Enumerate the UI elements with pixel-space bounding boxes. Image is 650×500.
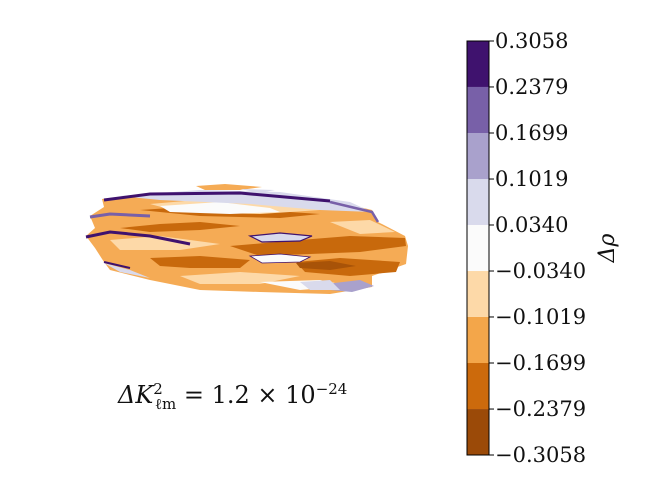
contour-edge-1	[103, 191, 331, 203]
annotation-exponent: −24	[315, 380, 348, 398]
colorbar-bin	[467, 224, 489, 272]
contour-lavender-4	[104, 263, 150, 278]
contour-dark-orange-4	[150, 256, 250, 268]
colorbar-tick-label: −0.1699	[495, 351, 586, 375]
annotation-text: ΔK2ℓm = 1.2 × 10−24	[118, 380, 347, 414]
contour-cream-2	[110, 236, 220, 250]
annotation-equals: = 1.2 × 10	[176, 381, 316, 409]
contour-edge-4	[329, 200, 380, 223]
colorbar-frame	[466, 40, 490, 456]
colorbar-bin	[467, 86, 489, 133]
colorbar-tick-label: 0.1019	[495, 167, 568, 191]
colorbar-bin	[467, 132, 489, 180]
colorbar: 0.3058 0.2379 0.1699 0.1019 0.0340 −0.0340 −0.…	[466, 29, 620, 467]
contour-white-1	[160, 202, 280, 214]
contour-purple-ring	[247, 232, 313, 243]
contour-cream-4	[330, 220, 395, 234]
annotation-sub: ℓm	[154, 394, 177, 413]
annotation-prefix: ΔK	[118, 381, 154, 409]
contour-edge-5	[103, 261, 131, 269]
colorbar-bin	[467, 271, 489, 317]
colorbar-tick-label: 0.2379	[495, 75, 568, 99]
contour-dark-orange-3	[296, 261, 356, 270]
contour-top-fragment-edge	[240, 189, 275, 193]
contour-dark-orange-5	[120, 222, 240, 232]
contour-edge-2	[89, 212, 151, 219]
colorbar-bin	[467, 409, 489, 455]
colorbar-tick-label: −0.0340	[495, 259, 586, 283]
colorbar-tick-label: −0.3058	[495, 443, 586, 467]
contour-white-2	[248, 253, 312, 264]
colorbar-label: Δρ	[595, 234, 620, 264]
colorbar-bin	[467, 41, 489, 87]
contour-top-fragment	[196, 184, 262, 190]
annotation-sup: 2	[153, 380, 163, 398]
contour-field	[85, 184, 408, 294]
colorbar-tick-label: 0.3058	[495, 29, 568, 53]
contour-cream-3	[180, 272, 300, 284]
colorbar-tick-label: 0.1699	[495, 121, 568, 145]
colorbar-tick-label: −0.1019	[495, 305, 586, 329]
colorbar-bin	[467, 363, 489, 410]
contour-dark-orange-1	[230, 236, 406, 256]
colorbar-tick-label: 0.0340	[495, 213, 568, 237]
contour-lavender-1	[120, 190, 372, 212]
colorbar-bin	[467, 179, 489, 225]
colorbar-tick-label: −0.2379	[495, 397, 586, 421]
contour-lavender-3	[300, 280, 340, 290]
colorbar-bin	[467, 316, 489, 364]
contour-edge-3	[85, 230, 191, 246]
